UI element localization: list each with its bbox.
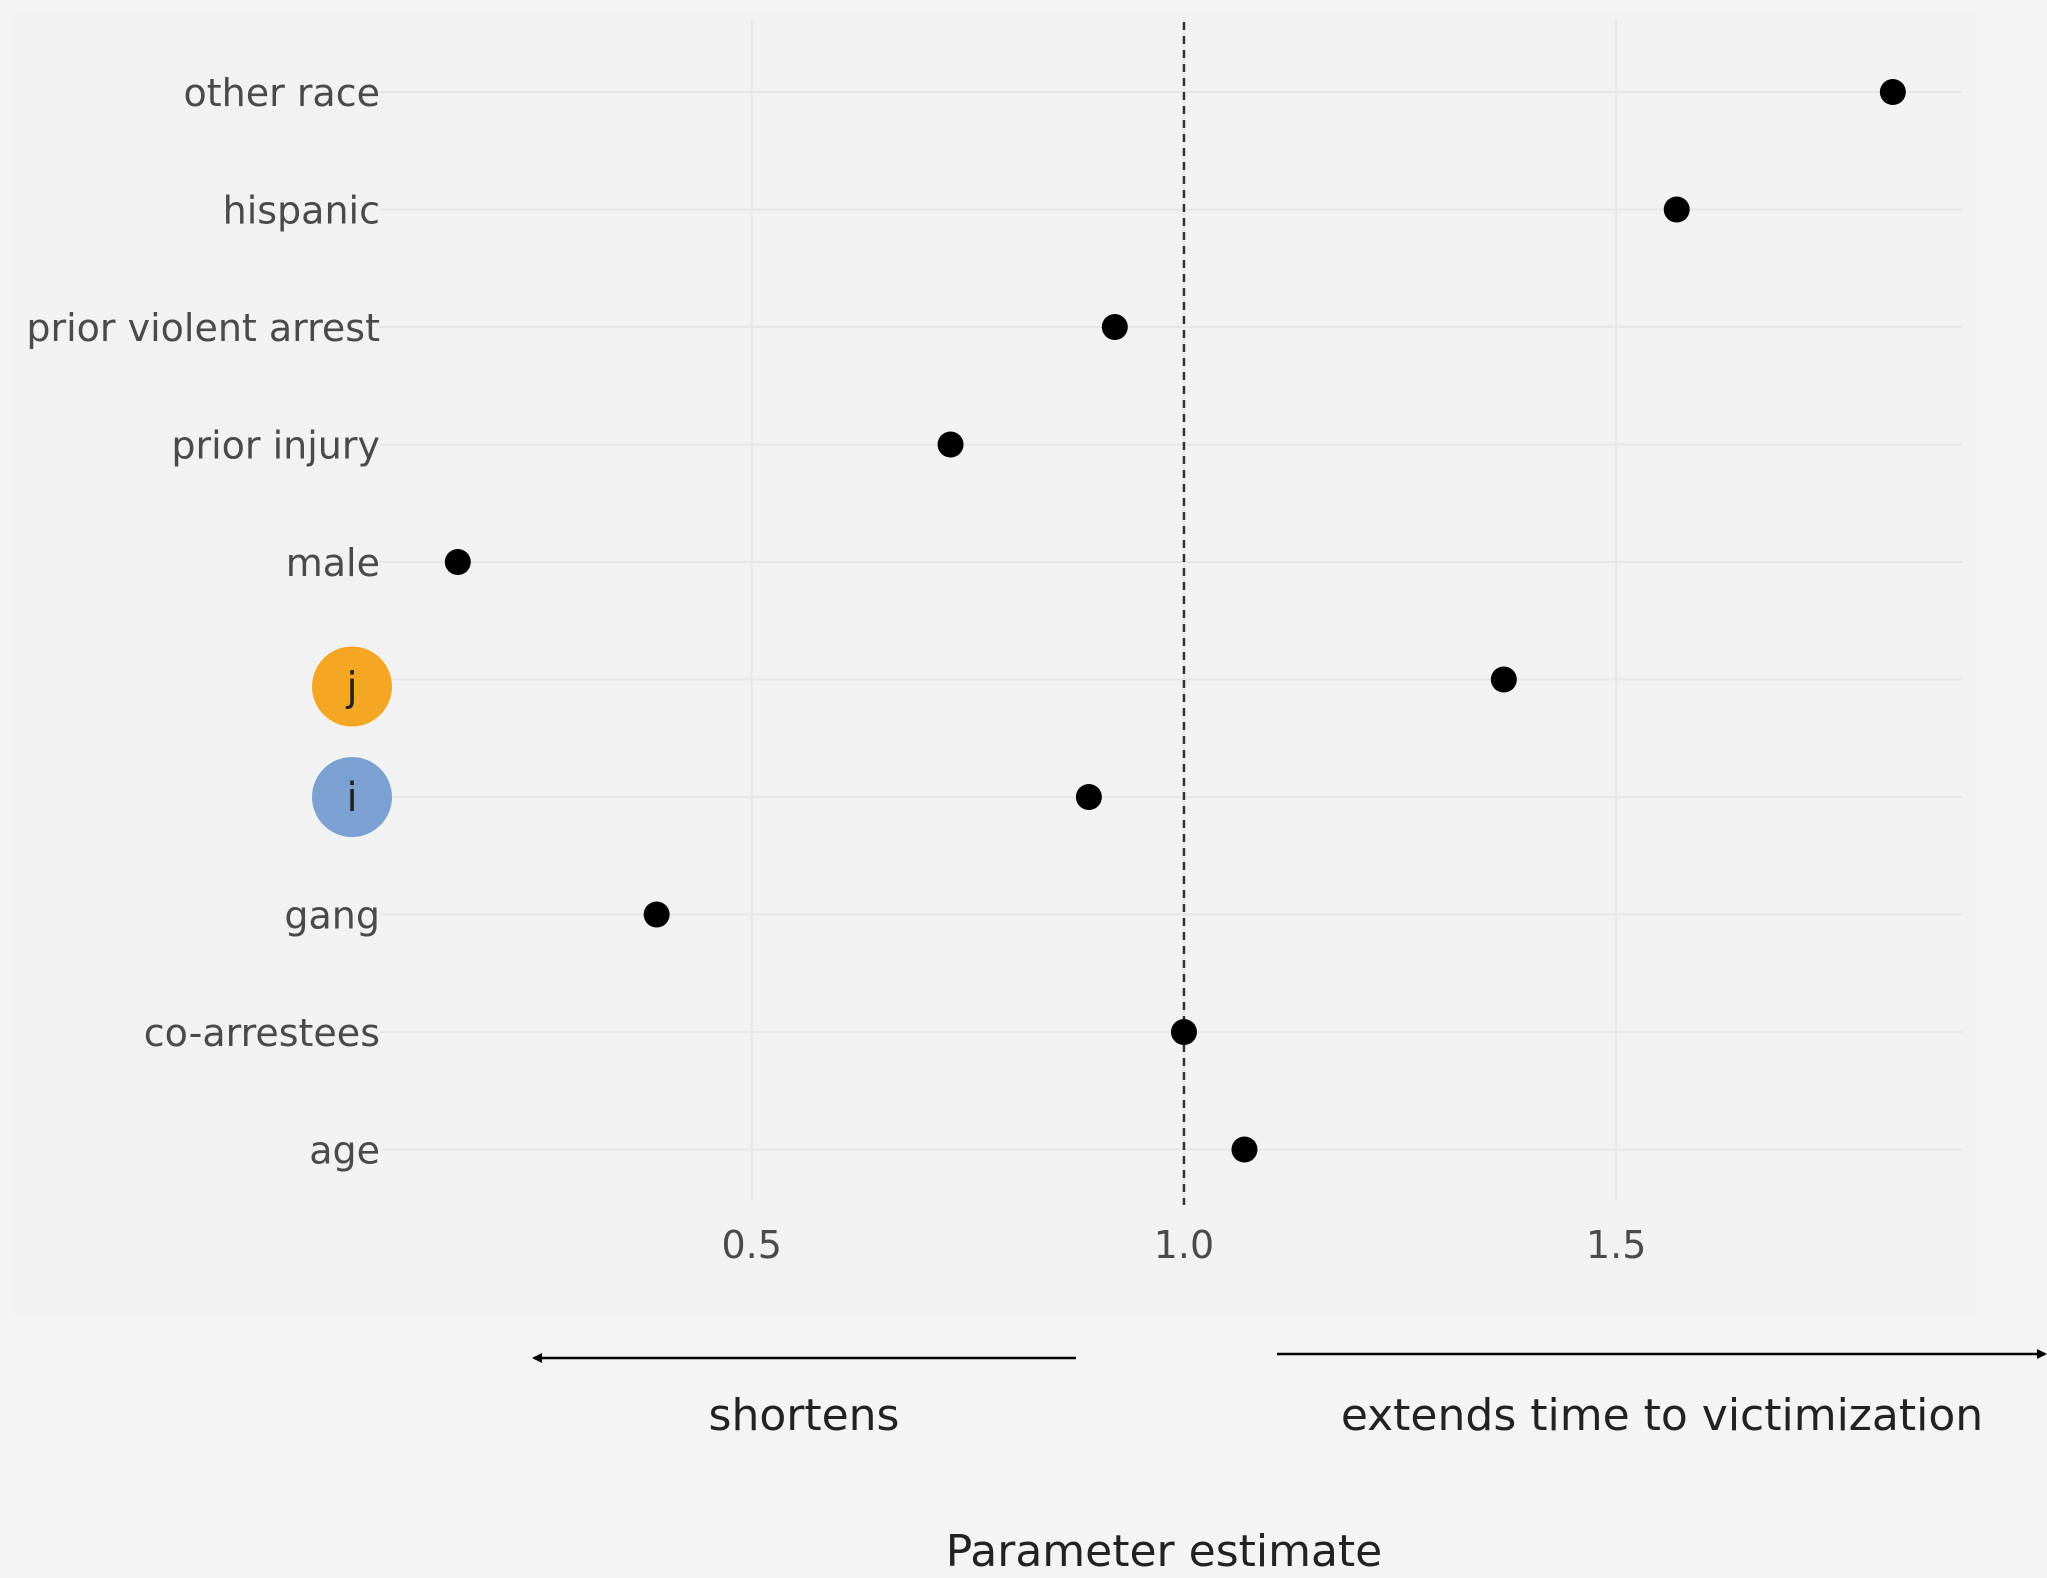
data-point bbox=[1663, 196, 1690, 223]
x-tick-label: 0.5 bbox=[722, 1223, 782, 1267]
category-label: co-arrestees bbox=[144, 1011, 380, 1055]
data-point bbox=[1490, 666, 1517, 693]
right-annotation: extends time to victimization bbox=[1341, 1390, 1983, 1441]
data-point bbox=[1231, 1136, 1258, 1163]
data-point bbox=[937, 431, 964, 458]
x-axis-title: Parameter estimate bbox=[946, 1526, 1383, 1574]
x-tick-layer: 0.5 1.0 1.5 bbox=[722, 1223, 1647, 1267]
x-tick-label: 1.5 bbox=[1586, 1223, 1646, 1267]
category-label: other race bbox=[184, 71, 381, 115]
category-badge bbox=[312, 646, 392, 727]
category-badge bbox=[312, 757, 392, 837]
x-tick-label: 1.0 bbox=[1154, 1223, 1214, 1267]
category-label: prior violent arrest bbox=[26, 306, 380, 350]
category-label: male bbox=[286, 541, 380, 585]
left-annotation: shortens bbox=[709, 1390, 900, 1441]
category-label: prior injury bbox=[171, 424, 380, 468]
data-point bbox=[1075, 784, 1102, 810]
category-label: j bbox=[345, 665, 357, 711]
point-layer bbox=[444, 79, 1906, 1163]
category-label: i bbox=[346, 775, 357, 821]
category-label-layer: other race hispanic prior violent arrest pr… bbox=[26, 71, 392, 1173]
data-point bbox=[643, 901, 670, 928]
data-point bbox=[1879, 79, 1906, 105]
category-label: age bbox=[309, 1129, 380, 1173]
category-label: gang bbox=[284, 894, 380, 938]
data-point bbox=[444, 549, 471, 575]
category-label: hispanic bbox=[223, 189, 380, 233]
data-point bbox=[1170, 1019, 1197, 1045]
data-point bbox=[1101, 314, 1128, 340]
